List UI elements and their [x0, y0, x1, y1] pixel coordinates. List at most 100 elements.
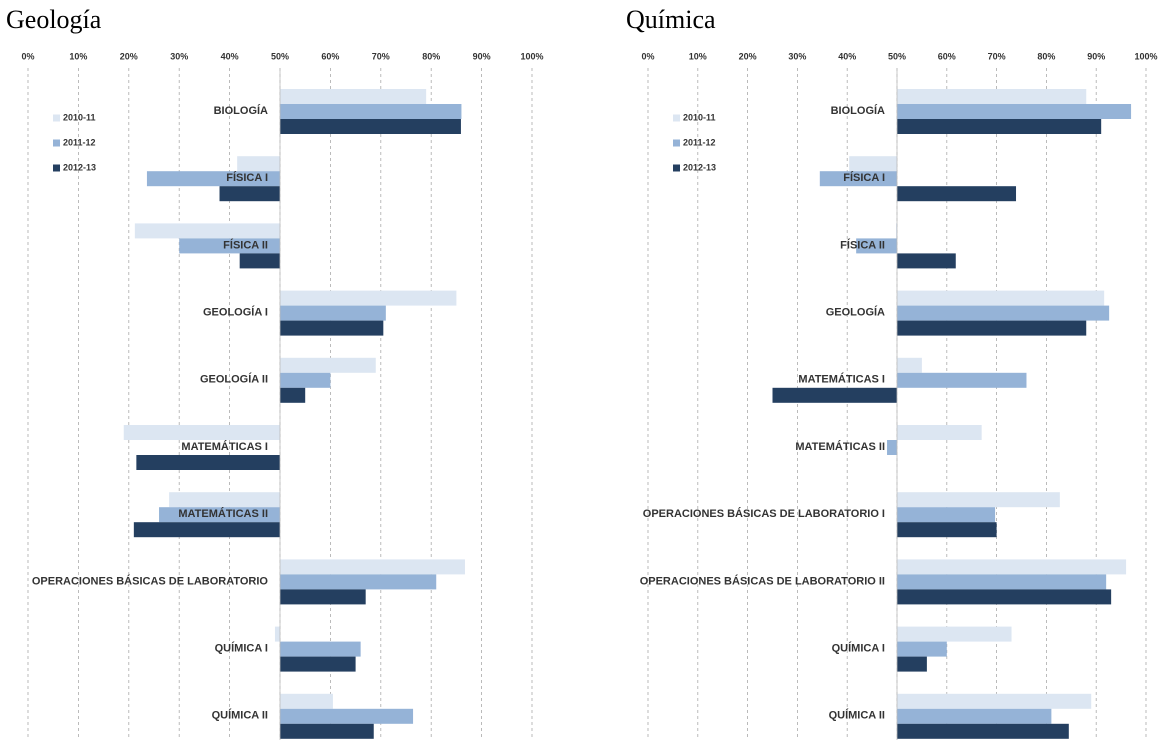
category-label: MATEMÁTICAS II: [178, 507, 268, 520]
bar: [280, 357, 376, 373]
x-tick-label: 40%: [221, 51, 239, 61]
bar: [280, 589, 366, 605]
legend-label: 2011-12: [63, 137, 96, 147]
x-tick-label: 10%: [689, 51, 707, 61]
bar: [897, 372, 1027, 388]
legend-swatch: [53, 164, 60, 172]
category-label: QUÍMICA II: [212, 709, 268, 722]
bar: [897, 305, 1110, 321]
bar: [219, 186, 280, 202]
bar: [897, 641, 947, 657]
bar: [280, 656, 356, 672]
x-tick-label: 100%: [1134, 51, 1157, 61]
bar: [896, 223, 897, 239]
bar: [280, 387, 306, 403]
category-label: MATEMÁTICAS I: [181, 440, 268, 453]
category-label: MATEMÁTICAS I: [798, 373, 885, 386]
bar: [819, 171, 897, 187]
category-label: GEOLOGÍA II: [200, 373, 268, 386]
x-tick-label: 0%: [641, 51, 654, 61]
category-label: GEOLOGÍA: [826, 306, 885, 319]
legend-swatch: [673, 114, 680, 122]
category-label: OPERACIONES BÁSICAS DE LABORATORIO I: [643, 507, 885, 520]
x-tick-label: 80%: [1037, 51, 1055, 61]
legend-label: 2011-12: [683, 137, 716, 147]
bar: [159, 507, 280, 523]
legend-label: 2012-13: [683, 162, 716, 172]
bar: [849, 156, 897, 172]
category-label: BIOLOGÍA: [214, 104, 268, 117]
x-tick-label: 80%: [422, 51, 440, 61]
category-label: QUÍMICA I: [832, 642, 885, 655]
bar: [897, 723, 1069, 739]
bar: [897, 559, 1127, 575]
x-tick-label: 60%: [321, 51, 339, 61]
chart-title: Química: [626, 5, 716, 34]
x-tick-label: 40%: [838, 51, 856, 61]
x-tick-label: 90%: [1087, 51, 1105, 61]
bar: [280, 693, 333, 709]
legend-label: 2012-13: [63, 162, 96, 172]
category-label: FÍSICA I: [226, 171, 268, 184]
category-label: BIOLOGÍA: [831, 104, 885, 117]
bar: [897, 425, 982, 440]
category-label: GEOLOGÍA I: [203, 306, 268, 319]
bar: [146, 171, 280, 187]
bar: [280, 372, 331, 388]
bar: [897, 589, 1112, 605]
category-label: OPERACIONES BÁSICAS DE LABORATORIO: [32, 574, 269, 587]
bar: [280, 574, 437, 590]
category-label: FÍSICA I: [843, 171, 885, 184]
x-tick-label: 50%: [888, 51, 906, 61]
category-label: FÍSICA II: [223, 238, 268, 251]
bar: [897, 320, 1087, 336]
bar: [179, 238, 280, 254]
bar: [133, 522, 280, 538]
bar: [280, 708, 414, 724]
bar: [280, 320, 384, 336]
bar: [280, 723, 374, 739]
x-tick-label: 30%: [788, 51, 806, 61]
bar: [897, 656, 927, 672]
legend-swatch: [673, 139, 680, 147]
bar: [856, 238, 897, 254]
x-tick-label: 50%: [271, 51, 289, 61]
category-label: FÍSICA II: [840, 238, 885, 251]
bar: [136, 455, 280, 470]
bar: [897, 357, 922, 373]
legend-swatch: [673, 164, 680, 172]
x-tick-label: 0%: [21, 51, 34, 61]
x-tick-label: 60%: [938, 51, 956, 61]
category-label: OPERACIONES BÁSICAS DE LABORATORIO II: [640, 574, 885, 587]
category-label: QUÍMICA I: [215, 642, 268, 655]
bar: [897, 708, 1052, 724]
bar: [169, 492, 280, 508]
bar: [237, 156, 280, 172]
category-label: MATEMÁTICAS II: [795, 440, 885, 453]
bar: [280, 641, 361, 657]
bar: [897, 119, 1102, 134]
bar: [897, 574, 1107, 590]
legend-swatch: [53, 114, 60, 122]
bar: [280, 290, 457, 306]
x-tick-label: 100%: [520, 51, 543, 61]
x-tick-label: 70%: [372, 51, 390, 61]
bar: [134, 223, 280, 239]
bar: [280, 119, 461, 134]
legend-label: 2010-11: [63, 112, 96, 122]
category-label: QUÍMICA II: [829, 709, 885, 722]
bar: [897, 186, 1017, 202]
bar: [897, 290, 1105, 306]
bar: [772, 387, 897, 403]
bar: [887, 440, 897, 455]
bar: [280, 559, 465, 575]
bar: [897, 104, 1132, 119]
bar: [897, 253, 956, 269]
bar: [897, 522, 997, 538]
bar: [280, 89, 427, 104]
bar: [897, 507, 996, 523]
bar: [274, 626, 280, 642]
x-tick-label: 20%: [739, 51, 757, 61]
bar: [897, 492, 1060, 508]
